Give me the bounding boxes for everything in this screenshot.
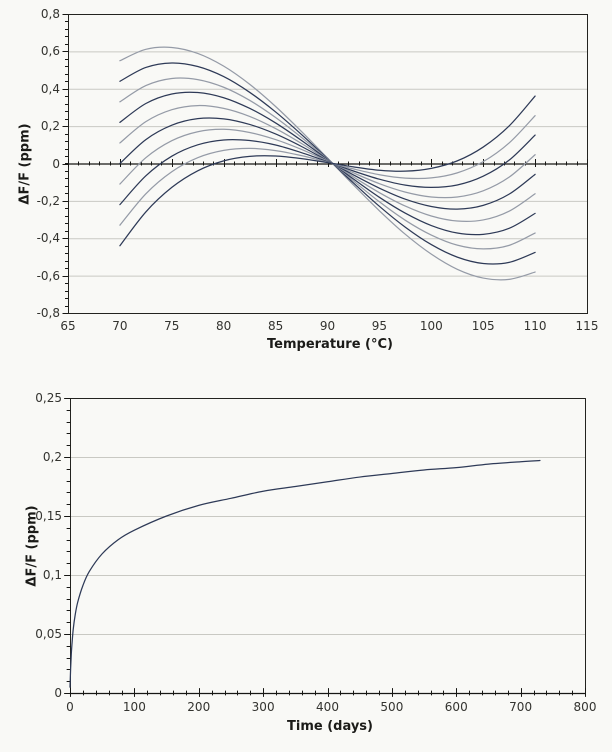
page: Temperature (°C) ΔF/F (ppm) 65 70 75 80 85 90…: [0, 0, 612, 752]
charts-canvas: [0, 0, 612, 752]
